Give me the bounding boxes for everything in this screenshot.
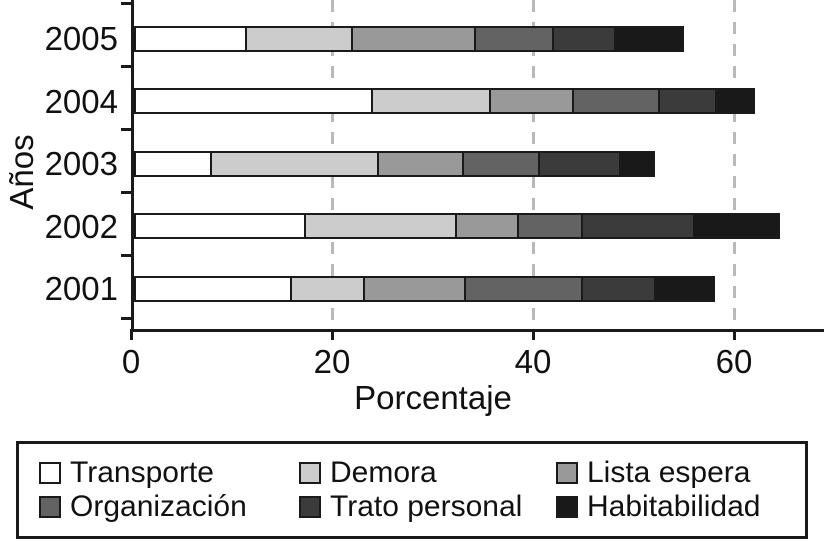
gridline-60 [732, 0, 736, 329]
legend-label: Trato personal [330, 490, 523, 523]
bar-segment-2005-organización [473, 25, 555, 52]
legend-item-lista-espera: Lista espera [556, 458, 805, 488]
x-axis-tick-40 [531, 329, 535, 340]
bar-segment-2005-transporte [134, 25, 247, 52]
bar-segment-2004-demora [371, 88, 491, 115]
plot-area [121, 0, 824, 332]
legend-item-demora: Demora [299, 458, 556, 488]
legend-label: Organización [70, 490, 247, 523]
bar-segment-2004-habitabilidad [714, 88, 756, 115]
bar-segment-2002-transporte [134, 213, 306, 240]
bar-segment-2001-lista-espera [363, 275, 466, 302]
bar-segment-2001-demora [289, 275, 366, 302]
bar-segment-2001-trato-personal [581, 275, 656, 302]
bar-segment-2001-organización [463, 275, 584, 302]
bar-2004 [134, 88, 756, 115]
bar-segment-2002-lista-espera [454, 213, 519, 240]
legend-item-organización: Organización [39, 492, 299, 522]
bar-segment-2003-demora [210, 150, 380, 177]
bar-segment-2002-demora [303, 213, 457, 240]
bar-segment-2005-lista-espera [351, 25, 476, 52]
legend-swatch-transporte [39, 462, 61, 484]
legend-swatch-lista-espera [556, 462, 578, 484]
x-tick-label-20: 20 [313, 343, 351, 380]
legend-item-transporte: Transporte [39, 458, 299, 488]
y-axis-tick-1 [121, 64, 132, 68]
legend-label: Habitabilidad [587, 490, 761, 523]
bar-2005 [134, 25, 684, 52]
bar-segment-2003-lista-espera [377, 150, 464, 177]
x-axis-title: Porcentaje [354, 379, 512, 416]
bar-segment-2004-transporte [134, 88, 374, 115]
legend: Transporte Demora Lista espera Organización… [16, 441, 808, 539]
bar-segment-2001-transporte [134, 275, 292, 302]
bar-segment-2005-demora [244, 25, 354, 52]
bar-segment-2004-trato-personal [657, 88, 717, 115]
bar-segment-2003-trato-personal [538, 150, 622, 177]
y-axis-tick-4 [121, 253, 132, 257]
y-axis-tick-0 [121, 1, 132, 5]
legend-item-trato-personal: Trato personal [299, 492, 556, 522]
legend-swatch-trato-personal [299, 496, 321, 518]
x-axis-tick-20 [330, 329, 334, 340]
legend-swatch-habitabilidad [556, 496, 578, 518]
bar-segment-2002-habitabilidad [692, 213, 781, 240]
legend-item-habitabilidad: Habitabilidad [556, 492, 805, 522]
x-axis-tick-60 [732, 329, 736, 340]
bar-segment-2002-trato-personal [581, 213, 695, 240]
legend-label: Demora [330, 456, 437, 489]
y-category-label-2003: 2003 [44, 145, 118, 183]
x-tick-label-40: 40 [514, 343, 552, 380]
y-axis-tick-2 [121, 127, 132, 131]
y-category-label-2002: 2002 [44, 207, 118, 245]
bar-segment-2001-habitabilidad [653, 275, 715, 302]
y-category-label-2005: 2005 [44, 20, 118, 58]
x-tick-label-0: 0 [121, 343, 141, 380]
y-category-label-2001: 2001 [44, 270, 118, 308]
bar-segment-2004-organización [572, 88, 660, 115]
bar-segment-2003-habitabilidad [619, 150, 655, 177]
x-axis-tick-0 [129, 329, 133, 340]
legend-swatch-organización [39, 496, 61, 518]
bar-segment-2003-organización [461, 150, 540, 177]
bar-segment-2005-habitabilidad [614, 25, 684, 52]
x-tick-label-60: 60 [715, 343, 753, 380]
bar-segment-2004-lista-espera [488, 88, 575, 115]
bar-2003 [134, 150, 655, 177]
y-category-label-2004: 2004 [44, 82, 118, 120]
legend-label: Lista espera [587, 456, 751, 489]
bar-2002 [134, 213, 781, 240]
legend-swatch-demora [299, 462, 321, 484]
y-axis-tick-5 [121, 316, 132, 320]
bar-2001 [134, 275, 715, 302]
legend-label: Transporte [70, 456, 214, 489]
bar-segment-2003-transporte [134, 150, 213, 177]
bar-segment-2005-trato-personal [552, 25, 617, 52]
y-axis-tick-3 [121, 190, 132, 194]
bar-segment-2002-organización [516, 213, 584, 240]
